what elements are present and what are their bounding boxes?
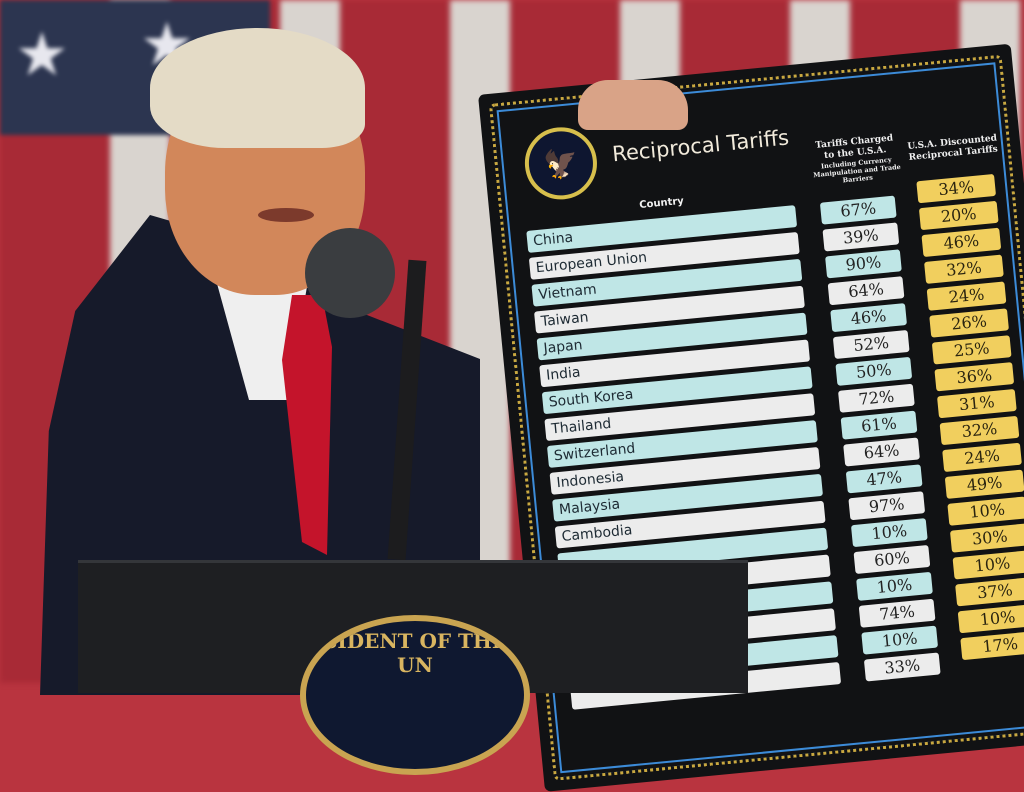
tariffs-charged-header: Tariffs Charged to the U.S.A. Including …: [809, 133, 903, 187]
microphone-icon: [305, 228, 395, 318]
speaker-hair: [150, 28, 365, 148]
star-icon: ★: [15, 20, 69, 90]
podium-presidential-seal: SIDENT OF THE UN: [300, 615, 530, 775]
speaker-mouth: [258, 208, 314, 222]
hand-holding-board: [578, 80, 688, 130]
podium-seal-text: SIDENT OF THE UN: [322, 629, 508, 677]
